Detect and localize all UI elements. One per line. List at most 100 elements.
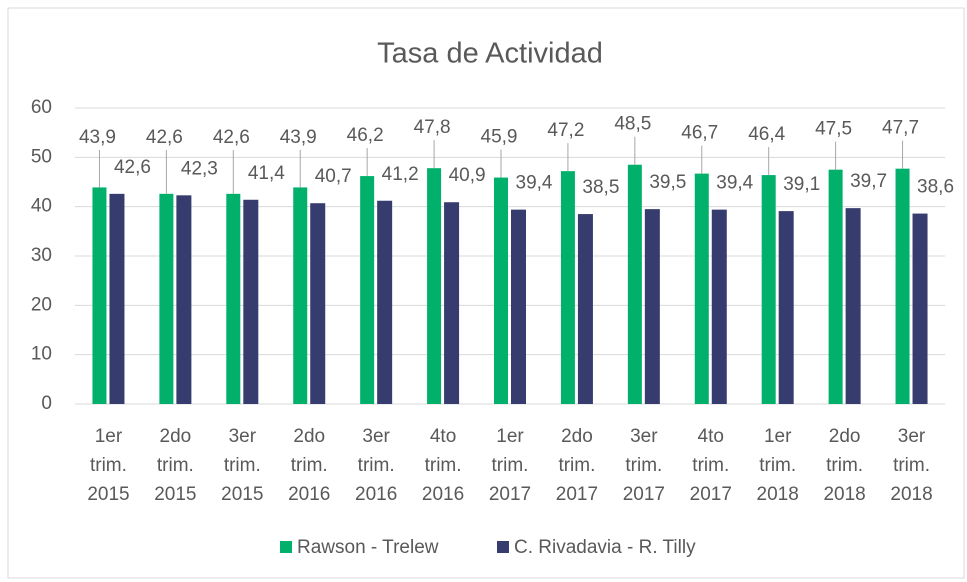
x-tick-label: trim. xyxy=(157,455,194,476)
bar xyxy=(828,169,843,404)
x-tick-label: 2017 xyxy=(690,484,732,505)
legend-swatch xyxy=(280,541,292,553)
x-tick-label: trim. xyxy=(291,455,328,476)
bar xyxy=(627,164,642,404)
data-label: 39,7 xyxy=(850,171,887,192)
bar xyxy=(377,200,393,404)
data-label: 46,2 xyxy=(347,125,384,146)
x-tick-label: trim. xyxy=(224,455,261,476)
y-tick-label: 40 xyxy=(31,196,52,217)
bar xyxy=(293,187,308,404)
data-label: 41,4 xyxy=(248,163,285,184)
bar xyxy=(778,211,794,404)
y-tick-label: 30 xyxy=(31,245,52,266)
x-tick-label: 3er xyxy=(898,426,926,447)
x-tick-label: 2017 xyxy=(556,484,598,505)
x-tick-label: 2015 xyxy=(87,484,129,505)
data-label: 47,7 xyxy=(882,118,919,139)
data-label: 39,1 xyxy=(783,174,820,195)
x-tick-label: 2016 xyxy=(422,484,464,505)
data-label: 39,4 xyxy=(716,173,753,194)
x-tick-label: 3er xyxy=(229,426,257,447)
x-tick-label: 2015 xyxy=(154,484,196,505)
bar xyxy=(761,175,776,404)
x-tick-label: trim. xyxy=(425,455,462,476)
data-label: 41,2 xyxy=(382,164,419,185)
y-tick-label: 50 xyxy=(31,146,52,167)
legend-swatch xyxy=(497,541,509,553)
y-tick-label: 0 xyxy=(41,393,52,414)
x-tick-label: 1er xyxy=(95,426,123,447)
x-tick-label: 2015 xyxy=(221,484,263,505)
legend-label: C. Rivadavia - R. Tilly xyxy=(514,537,696,558)
bar xyxy=(912,213,928,404)
bar xyxy=(444,202,460,404)
bar xyxy=(427,168,442,404)
x-tick-label: trim. xyxy=(625,455,662,476)
data-label: 38,5 xyxy=(582,177,619,198)
x-tick-label: trim. xyxy=(492,455,529,476)
x-tick-label: 2018 xyxy=(890,484,932,505)
data-label: 43,9 xyxy=(280,127,317,148)
x-tick-label: 1er xyxy=(764,426,792,447)
x-tick-label: 2do xyxy=(561,426,593,447)
x-tick-label: trim. xyxy=(826,455,863,476)
bar xyxy=(895,168,910,404)
data-label: 47,2 xyxy=(547,120,584,141)
bar xyxy=(694,173,709,404)
bar xyxy=(243,199,259,404)
bar xyxy=(494,177,508,404)
x-tick-label: 3er xyxy=(630,426,658,447)
bar xyxy=(577,214,593,404)
bar xyxy=(360,176,375,404)
legend-label: Rawson - Trelew xyxy=(297,537,439,558)
data-label: 42,6 xyxy=(114,157,151,178)
data-label: 42,3 xyxy=(181,158,218,179)
bar xyxy=(226,193,241,404)
x-tick-label: 4to xyxy=(430,426,456,447)
data-label: 39,4 xyxy=(516,173,553,194)
x-tick-label: 2016 xyxy=(288,484,330,505)
bar xyxy=(560,171,575,404)
x-tick-label: 3er xyxy=(362,426,390,447)
x-tick-label: 2do xyxy=(293,426,325,447)
bar xyxy=(511,209,526,404)
x-tick-label: trim. xyxy=(759,455,796,476)
x-tick-label: 2do xyxy=(829,426,861,447)
bar xyxy=(711,209,727,404)
bar xyxy=(845,208,861,404)
bar xyxy=(644,209,660,404)
x-tick-label: 2do xyxy=(160,426,192,447)
data-label: 39,5 xyxy=(649,172,686,193)
data-label: 47,8 xyxy=(414,117,451,138)
y-tick-label: 10 xyxy=(31,344,52,365)
y-tick-label: 60 xyxy=(31,97,52,118)
data-label: 45,9 xyxy=(481,127,518,148)
bar xyxy=(92,187,107,404)
chart-border xyxy=(7,7,965,579)
data-label: 40,7 xyxy=(315,166,352,187)
x-tick-label: 1er xyxy=(496,426,524,447)
data-label: 46,7 xyxy=(681,123,718,144)
chart-title: Tasa de Actividad xyxy=(377,38,603,70)
bar xyxy=(159,193,174,404)
x-tick-label: 2017 xyxy=(489,484,531,505)
data-label: 46,4 xyxy=(748,124,785,145)
x-tick-label: trim. xyxy=(358,455,395,476)
data-label: 40,9 xyxy=(449,165,486,186)
bar xyxy=(310,203,326,404)
x-tick-label: 2018 xyxy=(757,484,799,505)
x-tick-label: trim. xyxy=(90,455,127,476)
x-tick-label: 4to xyxy=(698,426,724,447)
x-tick-label: 2016 xyxy=(355,484,397,505)
x-tick-label: trim. xyxy=(893,455,930,476)
data-label: 43,9 xyxy=(79,127,116,148)
data-label: 47,5 xyxy=(815,119,852,140)
x-tick-label: 2017 xyxy=(623,484,665,505)
bar xyxy=(109,193,125,404)
data-label: 48,5 xyxy=(614,114,651,135)
data-label: 42,6 xyxy=(213,127,250,148)
x-tick-label: 2018 xyxy=(823,484,865,505)
data-label: 38,6 xyxy=(917,177,954,198)
